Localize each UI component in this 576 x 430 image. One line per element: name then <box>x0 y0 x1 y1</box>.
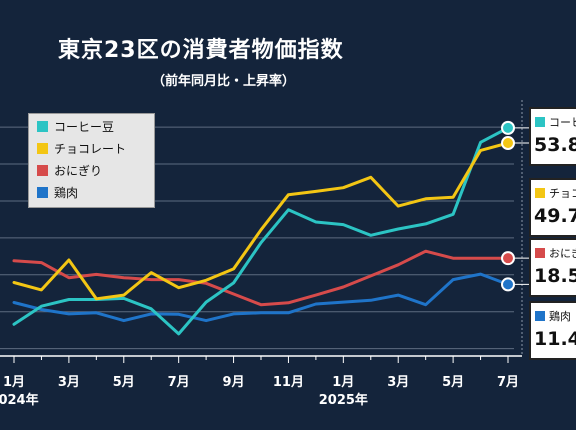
end-point-coffee <box>501 120 515 135</box>
end-point-onigiri <box>501 251 515 266</box>
callout-head-chocolate: チョコレート <box>535 185 576 201</box>
legend-item-chocolate: チョコレート <box>37 139 126 157</box>
x-tick-label-6: 7月 <box>168 375 190 390</box>
x-tick-label-16: 5月 <box>442 375 464 390</box>
callout-value-chicken: 11.4 <box>534 328 576 350</box>
x-tick-label-2: 3月 <box>58 375 80 390</box>
year-label-1: 2025年 <box>319 392 368 408</box>
x-tick-label-4: 5月 <box>113 375 135 390</box>
callout-chocolate: チョコレート 49.7 <box>529 178 576 237</box>
callout-name-chicken: 鶏肉 <box>549 310 571 323</box>
legend-label-onigiri: おにぎり <box>54 163 103 178</box>
callout-onigiri: おにぎり 18.5 <box>529 238 576 297</box>
x-tick-label-14: 3月 <box>387 375 409 390</box>
callout-name-coffee: コーヒー豆 <box>549 116 576 129</box>
x-tick-label-12: 1月 <box>332 375 354 390</box>
end-point-chocolate <box>501 136 515 151</box>
callout-head-chicken: 鶏肉 <box>535 308 571 324</box>
callout-value-coffee: 53.8 <box>534 134 576 156</box>
legend-swatch-onigiri <box>37 164 48 176</box>
callout-swatch-coffee <box>535 117 545 127</box>
series-line-chocolate <box>12 141 510 301</box>
callout-chicken: 鶏肉 11.4 <box>529 301 576 360</box>
series-line-onigiri <box>12 249 510 307</box>
legend-item-coffee: コーヒー豆 <box>37 117 114 135</box>
end-point-chicken <box>501 277 515 292</box>
callout-swatch-chicken <box>535 311 545 321</box>
callout-value-onigiri: 18.5 <box>534 265 576 287</box>
callout-coffee: コーヒー豆 53.8 <box>529 107 576 166</box>
series-line-chicken <box>12 272 510 323</box>
callout-name-chocolate: チョコレート <box>549 187 576 200</box>
callout-head-coffee: コーヒー豆 <box>535 114 576 130</box>
legend-item-chicken: 鶏肉 <box>37 183 78 201</box>
legend-label-chocolate: チョコレート <box>54 141 127 156</box>
legend-label-chicken: 鶏肉 <box>54 185 79 200</box>
year-label-0: 2024年 <box>0 392 39 408</box>
legend-item-onigiri: おにぎり <box>37 161 102 179</box>
x-tick-label-10: 11月 <box>273 375 304 390</box>
callout-swatch-onigiri <box>535 248 545 258</box>
legend-label-coffee: コーヒー豆 <box>54 119 115 134</box>
callout-value-chocolate: 49.7 <box>534 205 576 227</box>
x-tick-label-8: 9月 <box>223 375 245 390</box>
legend-swatch-chocolate <box>37 142 48 154</box>
legend-swatch-coffee <box>37 120 48 132</box>
callout-swatch-chocolate <box>535 188 545 198</box>
x-tick-label-0: 1月 <box>3 375 25 390</box>
x-tick-label-18: 7月 <box>497 375 519 390</box>
legend-swatch-chicken <box>37 186 48 198</box>
callout-head-onigiri: おにぎり <box>535 245 576 261</box>
chart-title: 東京23区の消費者物価指数 <box>58 38 344 63</box>
legend: コーヒー豆 チョコレート おにぎり 鶏肉 <box>28 113 155 208</box>
callout-name-onigiri: おにぎり <box>549 247 576 260</box>
chart-subtitle: （前年同月比・上昇率） <box>152 74 296 89</box>
